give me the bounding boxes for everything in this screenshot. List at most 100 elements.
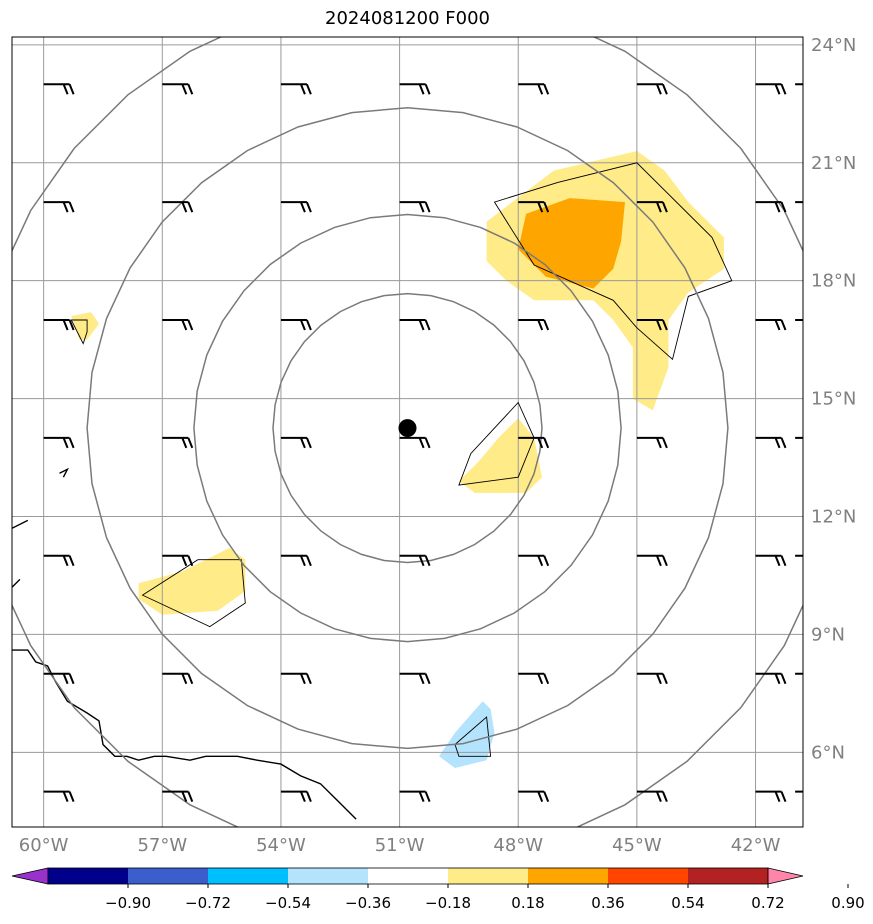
- latitude-label: 15°N: [811, 389, 856, 410]
- wind-barb: [636, 319, 668, 331]
- colorbar-extend-high: [767, 867, 804, 885]
- range-ring-layer: [12, 37, 803, 827]
- contour-outline: [458, 401, 535, 486]
- wind-barb-shaft: [755, 672, 787, 685]
- center-marker-layer: [398, 419, 417, 438]
- range-ring: [86, 106, 729, 750]
- wind-barb-shaft: [795, 554, 803, 557]
- wind-barb: [43, 790, 75, 802]
- colorbar-label: 0.36: [591, 894, 624, 912]
- wind-barb-shaft: [162, 319, 194, 331]
- wind-barb-shaft: [399, 83, 431, 95]
- wind-barb-shaft: [399, 790, 431, 802]
- wind-barb: [755, 790, 787, 802]
- colorbar-segment: [688, 868, 768, 884]
- colorbar-segment: [528, 868, 608, 884]
- wind-barb: [518, 83, 550, 95]
- wind-barb-shaft: [518, 201, 550, 213]
- wind-barb-shaft: [162, 201, 194, 213]
- colorbar-segment: [288, 868, 368, 884]
- wind-barb: [795, 554, 803, 557]
- contour-outline: [454, 716, 492, 757]
- map-plot-area: [12, 37, 803, 827]
- latitude-label: 12°N: [811, 507, 856, 528]
- latitude-tick-labels: 24°N 21°N 18°N 15°N 12°N 9°N 6°N: [811, 35, 856, 763]
- wind-barb-shaft: [162, 554, 194, 567]
- wind-barb: [280, 790, 312, 802]
- colorbar-segment: [608, 868, 688, 884]
- colorbar-label: 0.90: [831, 894, 864, 912]
- wind-barb: [636, 672, 668, 685]
- wind-barb: [755, 83, 787, 95]
- contour-outline: [70, 319, 88, 345]
- wind-barb-shaft: [43, 436, 75, 449]
- wind-barb-shaft: [280, 319, 312, 331]
- wind-barb-shaft: [755, 83, 787, 95]
- wind-barb: [399, 319, 431, 331]
- wind-barb-shaft: [43, 790, 75, 802]
- wind-barb-shaft: [636, 790, 668, 802]
- range-ring: [12, 37, 803, 827]
- wind-barb-shaft: [755, 790, 787, 802]
- wind-barb-shaft: [795, 319, 803, 321]
- wind-barb-shaft: [755, 319, 787, 331]
- wind-barb-shaft: [280, 83, 312, 95]
- colorbar-label: 0.54: [671, 894, 704, 912]
- wind-barb: [795, 83, 803, 86]
- wind-barb: [399, 790, 431, 802]
- anomaly-area: [458, 418, 542, 493]
- wind-barb-shaft: [636, 436, 668, 449]
- colorbar-segment: [448, 868, 528, 884]
- wind-barb: [162, 554, 194, 567]
- contour-outline-layer: [70, 162, 733, 757]
- wind-barb-shaft: [518, 319, 550, 331]
- anomaly-area: [518, 198, 625, 289]
- wind-barb-shaft: [280, 554, 312, 567]
- colorbar-frame: [47, 867, 769, 885]
- wind-barb: [280, 436, 312, 449]
- wind-barb-shaft: [43, 672, 75, 685]
- wind-barb-shaft: [280, 790, 312, 802]
- wind-barb-shaft: [43, 319, 75, 331]
- wind-barb: [280, 672, 312, 685]
- wind-barb-shaft: [518, 436, 550, 449]
- center-marker: [398, 419, 417, 438]
- wind-barb: [636, 436, 668, 449]
- wind-barb-shaft: [518, 790, 550, 802]
- wind-barb: [518, 554, 550, 567]
- wind-barb: [755, 201, 787, 213]
- wind-barb-shaft: [518, 672, 550, 685]
- wind-barb: [755, 436, 787, 449]
- wind-barb: [162, 672, 194, 685]
- wind-barb: [162, 436, 194, 449]
- coastline-layer: [12, 467, 357, 820]
- colorbar-segment: [208, 868, 288, 884]
- wind-barb: [162, 201, 194, 213]
- wind-barb: [636, 201, 668, 213]
- wind-barb: [399, 201, 431, 213]
- wind-barb: [399, 83, 431, 95]
- wind-barb: [280, 554, 312, 567]
- anomaly-fill-layer: [71, 151, 724, 768]
- range-ring: [272, 292, 543, 564]
- colorbar-label: −0.54: [265, 894, 311, 912]
- wind-barb: [43, 554, 75, 567]
- wind-barb: [518, 672, 550, 685]
- contour-outline: [141, 559, 246, 628]
- longitude-label: 45°W: [612, 835, 662, 856]
- wind-barb: [755, 554, 787, 567]
- wind-barb-shaft: [162, 672, 194, 685]
- colorbar-segment: [368, 868, 448, 884]
- wind-barb: [399, 672, 431, 685]
- wind-barb-shaft: [399, 201, 431, 213]
- wind-barb-shaft: [518, 554, 550, 567]
- wind-barb: [795, 436, 803, 439]
- latitude-label: 9°N: [811, 624, 845, 645]
- wind-barb-layer: [43, 83, 803, 802]
- colorbar-label: −0.72: [185, 894, 231, 912]
- latitude-label: 24°N: [811, 35, 856, 56]
- wind-barb-shaft: [399, 436, 431, 449]
- colorbar-extend-low: [11, 867, 49, 885]
- coastline: [12, 578, 21, 588]
- wind-barb-shaft: [280, 201, 312, 213]
